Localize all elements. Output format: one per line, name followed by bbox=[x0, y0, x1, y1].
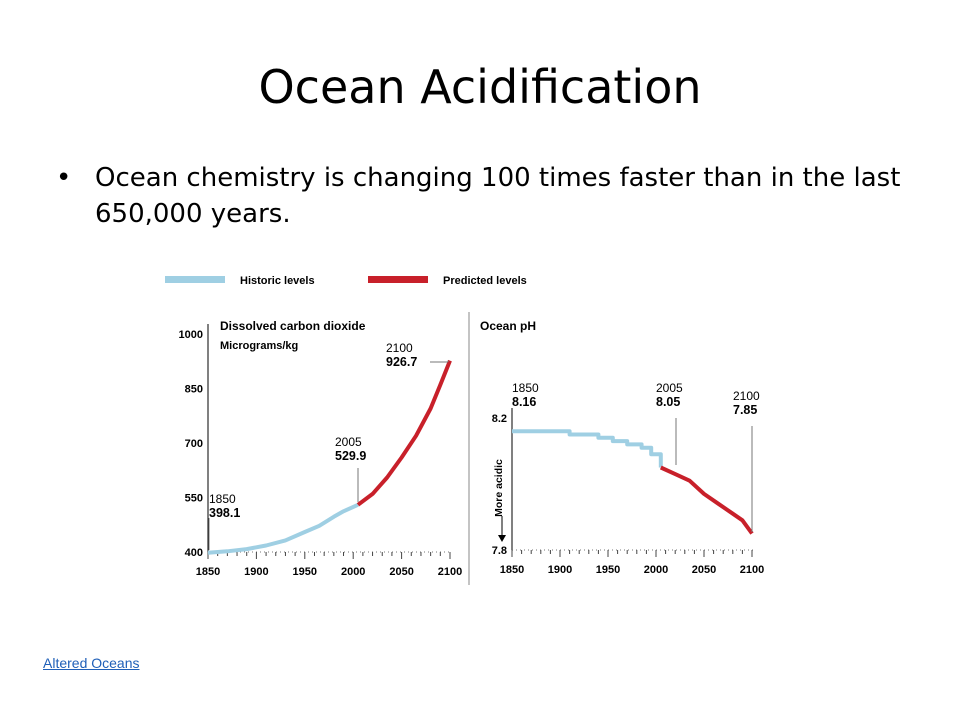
ph-annotation-year: 1850 bbox=[512, 381, 539, 395]
co2-x-tick-label: 1900 bbox=[244, 566, 268, 578]
acidic-arrow-icon bbox=[498, 535, 506, 542]
co2-y-tick-label: 400 bbox=[185, 547, 203, 559]
ph-x-tick-label: 2100 bbox=[740, 564, 764, 576]
co2-y-axis-label: Micrograms/kg bbox=[220, 340, 298, 352]
co2-annotation-year: 2100 bbox=[386, 341, 413, 355]
ph-annotation-value: 8.05 bbox=[656, 395, 680, 409]
slide-title: Ocean Acidification bbox=[258, 60, 702, 114]
legend-historic-swatch bbox=[165, 276, 225, 283]
co2-panel: Dissolved carbon dioxide Micrograms/kg 1… bbox=[179, 319, 463, 578]
ph-x-tick-label: 1950 bbox=[596, 564, 620, 576]
ph-series-historic-line bbox=[512, 429, 663, 468]
ph-annotation-value: 7.85 bbox=[733, 403, 757, 417]
ph-y-tick-label: 7.8 bbox=[492, 545, 507, 557]
co2-y-tick-label: 850 bbox=[185, 384, 203, 396]
ph-y-tick-label: 8.2 bbox=[492, 413, 507, 425]
ph-annotation-year: 2005 bbox=[656, 381, 683, 395]
ph-series-predicted-line bbox=[659, 465, 754, 535]
co2-annotation-year: 1850 bbox=[209, 492, 236, 506]
co2-annotation-value: 529.9 bbox=[335, 449, 366, 463]
co2-series-historic-line bbox=[207, 502, 359, 555]
co2-x-tick-label: 2050 bbox=[389, 566, 413, 578]
legend-historic-label: Historic levels bbox=[240, 275, 315, 287]
ph-panel: Ocean pH More acidic 1850 1900 1950 2000 205… bbox=[480, 319, 764, 576]
bullet-dot-icon: • bbox=[56, 163, 72, 193]
co2-chart-title: Dissolved carbon dioxide bbox=[220, 319, 366, 333]
co2-y-tick-label: 700 bbox=[185, 438, 203, 450]
altered-oceans-link[interactable]: Altered Oceans bbox=[43, 655, 140, 671]
ph-x-tick-label: 2000 bbox=[644, 564, 668, 576]
legend-predicted-swatch bbox=[368, 276, 428, 283]
co2-y-tick-label: 550 bbox=[185, 493, 203, 505]
bullet-point: • Ocean chemistry is changing 100 times … bbox=[56, 160, 916, 232]
co2-x-tick-label: 2000 bbox=[341, 566, 365, 578]
ph-x-tick-label: 2050 bbox=[692, 564, 716, 576]
co2-series-predicted-line bbox=[356, 359, 452, 507]
co2-annotation-value: 398.1 bbox=[209, 506, 240, 520]
legend-predicted-label: Predicted levels bbox=[443, 275, 527, 287]
co2-annotation-year: 2005 bbox=[335, 435, 362, 449]
co2-x-tick-label: 1950 bbox=[293, 566, 317, 578]
co2-y-tick-label: 1000 bbox=[179, 329, 203, 341]
co2-x-tick-label: 1850 bbox=[196, 566, 220, 578]
ph-annotation-value: 8.16 bbox=[512, 395, 536, 409]
co2-annotation-value: 926.7 bbox=[386, 355, 417, 369]
co2-x-tick-label: 2100 bbox=[438, 566, 462, 578]
ph-y-axis-label: More acidic bbox=[493, 459, 505, 517]
ph-x-tick-label: 1850 bbox=[500, 564, 524, 576]
ph-x-tick-label: 1900 bbox=[548, 564, 572, 576]
bullet-text: Ocean chemistry is changing 100 times fa… bbox=[95, 163, 901, 229]
ph-annotation-year: 2100 bbox=[733, 389, 760, 403]
ph-chart-title: Ocean pH bbox=[480, 319, 536, 333]
chart-legend: Historic levels Predicted levels bbox=[165, 275, 527, 287]
